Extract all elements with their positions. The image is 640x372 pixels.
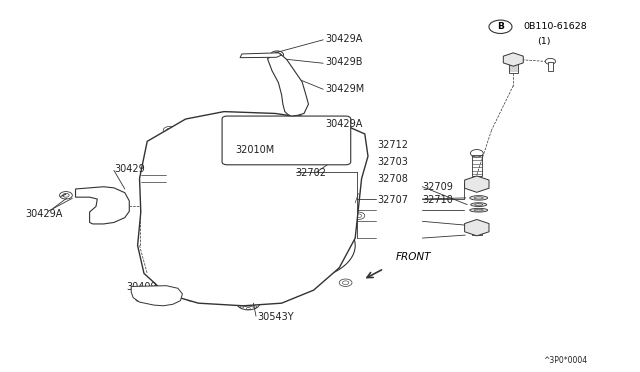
Text: (1): (1) xyxy=(538,37,551,46)
Text: 32010M: 32010M xyxy=(236,145,275,154)
Polygon shape xyxy=(76,187,129,224)
Text: 30429: 30429 xyxy=(114,164,145,174)
Polygon shape xyxy=(268,52,308,116)
Text: 32712: 32712 xyxy=(378,140,408,150)
Text: 32707: 32707 xyxy=(378,195,408,205)
Bar xyxy=(509,61,518,73)
Polygon shape xyxy=(131,286,182,306)
Bar xyxy=(472,228,482,235)
Ellipse shape xyxy=(470,208,488,212)
Text: 30429A: 30429A xyxy=(26,209,63,219)
Text: 30429A: 30429A xyxy=(325,34,362,44)
Ellipse shape xyxy=(470,196,488,200)
Bar xyxy=(548,62,553,71)
Polygon shape xyxy=(138,112,368,306)
Text: 32702: 32702 xyxy=(296,168,326,178)
Polygon shape xyxy=(240,53,282,58)
Text: 30543Y: 30543Y xyxy=(257,312,294,322)
Text: 32709: 32709 xyxy=(422,183,453,192)
Text: ^3P0*0004: ^3P0*0004 xyxy=(543,356,587,365)
Text: 30429A: 30429A xyxy=(325,119,362,128)
Text: FRONT: FRONT xyxy=(396,253,431,262)
Text: 0B110-61628: 0B110-61628 xyxy=(524,22,588,31)
Polygon shape xyxy=(465,176,489,192)
Polygon shape xyxy=(465,219,489,236)
Text: B: B xyxy=(497,22,504,31)
Text: 30429B: 30429B xyxy=(325,58,363,67)
Text: 32703: 32703 xyxy=(378,157,408,167)
FancyBboxPatch shape xyxy=(222,116,351,165)
Ellipse shape xyxy=(471,203,487,206)
Text: 32708: 32708 xyxy=(378,174,408,184)
Text: 32710: 32710 xyxy=(422,195,453,205)
Polygon shape xyxy=(503,53,524,66)
Text: 30409: 30409 xyxy=(126,282,157,292)
Text: 30429M: 30429M xyxy=(325,84,364,93)
Bar xyxy=(472,155,482,176)
